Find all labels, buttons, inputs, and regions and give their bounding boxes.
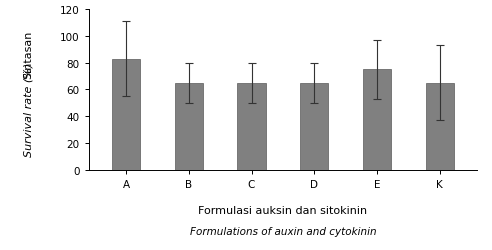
- Text: Sintasan: Sintasan: [23, 31, 33, 79]
- Bar: [112, 59, 140, 170]
- Bar: [175, 83, 203, 170]
- Bar: [426, 83, 454, 170]
- Text: Formulations of auxin and cytokinin: Formulations of auxin and cytokinin: [189, 226, 376, 236]
- Bar: [238, 83, 266, 170]
- Bar: [300, 83, 328, 170]
- Bar: [363, 70, 391, 170]
- X-axis label: Formulasi auksin dan sitokinin: Formulasi auksin dan sitokinin: [198, 206, 368, 216]
- Text: Survival rate (%): Survival rate (%): [23, 62, 33, 156]
